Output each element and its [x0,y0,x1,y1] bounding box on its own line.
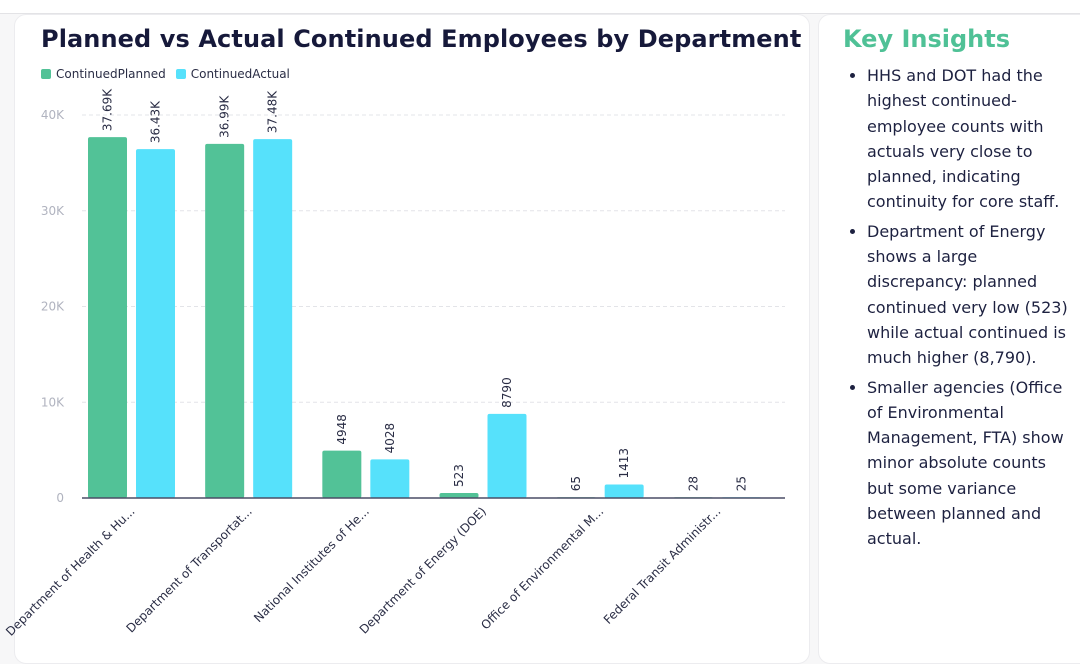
y-tick-label: 0 [56,491,64,505]
data-label: 36.99K [218,94,232,137]
insight-item: Department of Energy shows a large discr… [867,219,1077,371]
data-label: 1413 [617,448,631,479]
insights-title: Key Insights [843,25,1011,53]
y-tick-label: 10K [41,395,65,409]
x-tick-label: Federal Transit Administr... [601,504,724,627]
y-tick-label: 30K [41,204,65,218]
bar-planned [205,143,245,499]
bar-planned [88,137,127,498]
bar-chart: 0 10K 20K 30K 40K 37.69K 36.43K Department of H… [3,88,785,639]
top-bar [0,0,1080,14]
y-tick-label: 20K [41,300,65,314]
data-label: 523 [452,464,466,487]
bar-actual [136,149,175,499]
data-label: 37.48K [266,90,280,133]
x-tick-label: Department of Transportat... [124,504,255,635]
y-tick-label: 40K [41,108,65,122]
bar-planned [439,492,479,498]
legend-label-planned: ContinuedPlanned [56,67,166,81]
bar-actual [253,139,293,498]
x-tick-label: Department of Health & Hu... [3,504,138,639]
data-label: 36.43K [149,100,163,143]
legend-item-actual[interactable]: ContinuedActual [175,67,290,81]
legend-item-planned[interactable]: ContinuedPlanned [41,67,166,81]
chart-title: Planned vs Actual Continued Employees by… [41,25,802,53]
insights-list: HHS and DOT had the highest continued-em… [849,63,1077,556]
insight-item: HHS and DOT had the highest continued-em… [867,63,1077,215]
data-label: 37.69K [101,88,115,131]
bar-actual [370,459,410,498]
data-label: 8790 [500,377,514,408]
bar-actual [487,413,527,498]
legend-label-actual: ContinuedActual [190,67,290,81]
legend-swatch-planned [41,69,51,79]
x-tick-label: Department of Energy (DOE) [357,504,489,636]
insights-card: Key Insights HHS and DOT had the highest… [818,14,1080,664]
insight-item: Smaller agencies (Office of Environmenta… [867,375,1077,552]
chart-legend: ContinuedPlanned ContinuedActual [41,67,290,81]
legend-swatch-actual [175,69,186,79]
data-label: 4948 [335,414,349,445]
bar-planned [322,450,362,498]
x-tick-label: Office of Environmental M... [478,504,606,632]
x-tick-label: National Institutes of He... [251,504,372,625]
data-label: 28 [686,476,700,491]
bar-actual [604,484,644,498]
data-label: 4028 [383,423,397,454]
data-label: 65 [569,476,583,491]
data-label: 25 [734,476,748,491]
